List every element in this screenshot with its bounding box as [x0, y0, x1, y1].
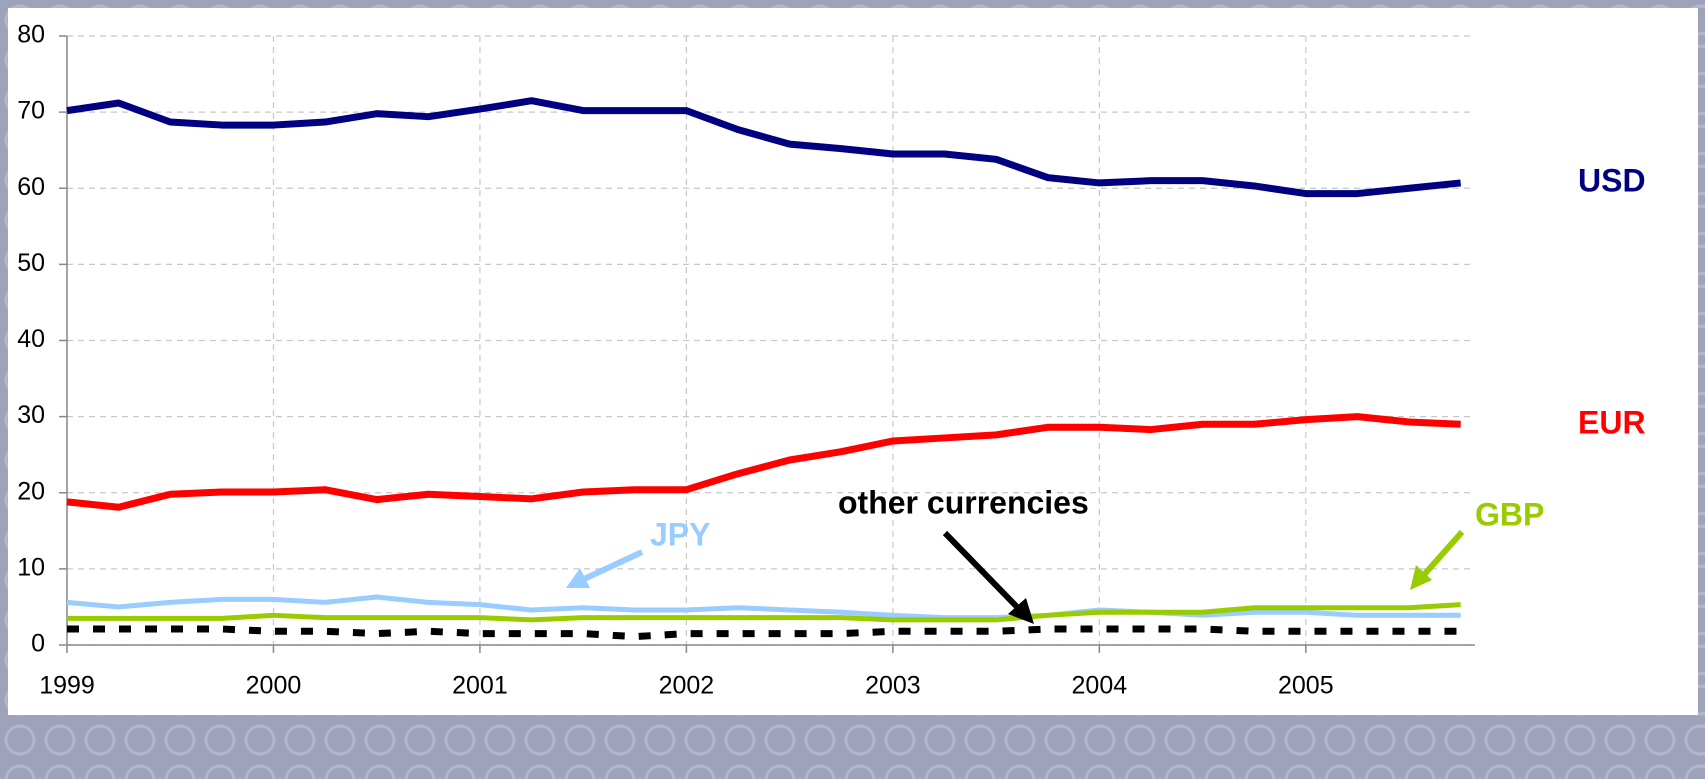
plot-background	[8, 8, 1698, 715]
arrow	[580, 549, 644, 583]
series-line	[66, 97, 1462, 198]
series-line	[66, 594, 1461, 621]
series-line	[66, 413, 1461, 511]
y-tick-label: 10	[17, 553, 45, 581]
x-tick-label: 2000	[246, 672, 302, 700]
series-line	[67, 602, 1461, 623]
x-tick-label: 2003	[865, 672, 921, 700]
x-tick-label: 2005	[1278, 672, 1334, 700]
y-tick-label: 40	[17, 325, 45, 353]
x-tick-label: 2002	[659, 672, 715, 700]
arrow-head	[566, 568, 590, 588]
arrow	[942, 530, 1023, 613]
x-tick-label: 2001	[452, 672, 508, 700]
series-label: other currencies	[838, 484, 1089, 520]
y-tick-label: 70	[17, 97, 45, 125]
x-tick-label: 1999	[39, 672, 95, 700]
series-label: JPY	[650, 516, 710, 552]
y-tick-label: 80	[17, 21, 45, 49]
x-tick-label: 2004	[1072, 672, 1128, 700]
arrow-head	[1008, 598, 1034, 624]
annotation-arrows	[566, 530, 1465, 624]
series-label: GBP	[1475, 496, 1544, 532]
series-label: EUR	[1578, 404, 1646, 440]
y-tick-label: 30	[17, 401, 45, 429]
y-tick-label: 60	[17, 173, 45, 201]
arrow	[1419, 530, 1465, 579]
series-label: USD	[1578, 162, 1646, 198]
y-tick-label: 0	[31, 630, 45, 658]
y-tick-label: 20	[17, 477, 45, 505]
y-tick-label: 50	[17, 249, 45, 277]
arrow-head	[1410, 565, 1432, 590]
